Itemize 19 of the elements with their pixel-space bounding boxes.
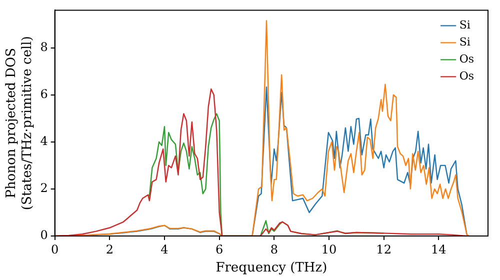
y-tick-label: 2 [40,181,48,196]
legend-label: Os [459,70,474,83]
x-tick-label: 8 [270,242,278,256]
x-tick-label: 4 [160,242,169,256]
x-tick-label: 12 [376,242,392,256]
x-tick-label: 14 [431,242,447,256]
x-tick-label: 10 [321,242,337,256]
y-tick-label: 8 [40,40,48,54]
legend-label: Si [459,18,471,32]
x-tick-label: 2 [106,242,114,256]
y-tick-label: 0 [40,228,48,242]
y-axis-title: Phonon projected DOS (States/THz·primitive cell) [4,36,35,210]
legend-label: Os [459,52,474,66]
x-tick-label: 6 [216,242,224,256]
x-tick-label: 0 [51,242,59,256]
y-tick-label: 4 [40,134,48,148]
legend-label: Si [459,36,471,49]
x-axis-title: Frequency (THz) [216,260,328,276]
y-tick-label: 6 [40,87,48,101]
